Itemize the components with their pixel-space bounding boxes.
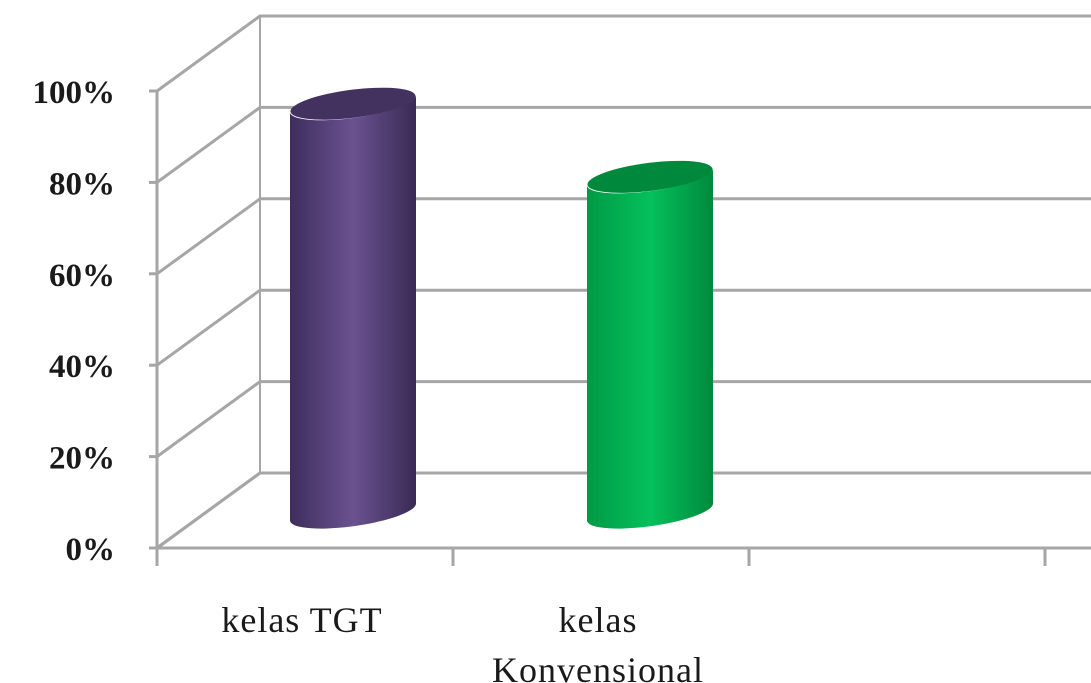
y-tick-label: 0% (66, 532, 116, 568)
gridline (156, 288, 1091, 367)
y-tick-label: 100% (33, 75, 116, 111)
x-category-label: kelas TGT (221, 600, 382, 640)
x-axis-category-labels: kelas TGT kelas Konvensional (221, 600, 704, 683)
bar-body (586, 168, 713, 529)
bars-group (289, 87, 713, 529)
bar-body (289, 95, 416, 529)
bar-kelas-konvensional (586, 160, 713, 529)
y-tick-label: 60% (49, 258, 115, 294)
gridline (156, 471, 1091, 550)
y-tick-label: 40% (49, 349, 115, 385)
bar-kelas-tgt (289, 87, 416, 529)
chart-walls (156, 16, 261, 550)
x-category-label: Konvensional (492, 650, 704, 683)
gridline (156, 14, 1091, 93)
y-tick-label: 20% (49, 441, 115, 477)
chart-axes (149, 89, 1091, 566)
gridlines (156, 14, 1091, 550)
gridline (156, 105, 1091, 184)
bar-top-cap (587, 160, 713, 193)
gridline (156, 380, 1091, 458)
gridline (156, 197, 1091, 276)
x-category-label: kelas (559, 600, 638, 640)
y-tick-label: 80% (49, 166, 115, 202)
bar-top-cap (290, 87, 416, 120)
y-axis-tick-labels: 0% 20% 40% 60% 80% 100% (33, 75, 116, 568)
